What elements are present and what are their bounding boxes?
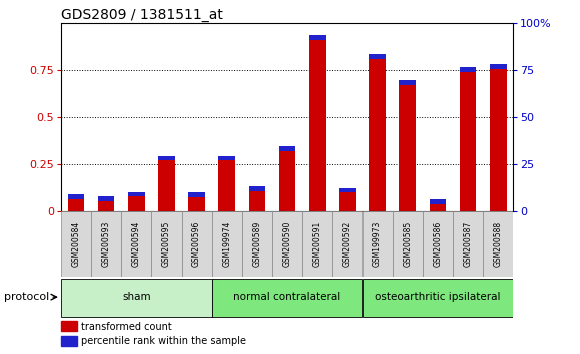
Bar (339, 188, 356, 193)
Text: GSM200585: GSM200585 (403, 221, 412, 267)
Text: GSM200587: GSM200587 (463, 221, 473, 267)
Bar (128, 192, 144, 196)
Text: sham: sham (122, 292, 151, 302)
Bar (369, 59, 386, 211)
Bar (483, 211, 513, 277)
Bar (279, 146, 295, 151)
Bar (339, 193, 356, 211)
Bar (158, 156, 175, 160)
Bar (400, 80, 416, 85)
Bar (453, 211, 483, 277)
Bar (61, 336, 77, 346)
Text: percentile rank within the sample: percentile rank within the sample (81, 336, 246, 346)
Bar (249, 190, 265, 211)
Text: GSM200592: GSM200592 (343, 221, 352, 267)
Bar (272, 211, 302, 277)
Text: GSM199974: GSM199974 (222, 221, 231, 268)
Text: GSM200589: GSM200589 (252, 221, 262, 267)
Bar (188, 197, 205, 211)
Text: normal contralateral: normal contralateral (234, 292, 340, 302)
Bar (249, 186, 265, 190)
Bar (393, 211, 423, 277)
Bar (490, 64, 506, 69)
Bar (332, 211, 362, 277)
Text: GSM200588: GSM200588 (494, 221, 503, 267)
Bar (182, 211, 212, 277)
Bar (460, 72, 476, 211)
Bar (68, 194, 84, 199)
Bar (68, 199, 84, 211)
Bar (242, 211, 272, 277)
Text: GSM200594: GSM200594 (132, 221, 141, 268)
Bar (430, 199, 446, 204)
Bar (362, 279, 513, 316)
Text: osteoarthritic ipsilateral: osteoarthritic ipsilateral (375, 292, 501, 302)
Bar (309, 35, 325, 40)
Bar (369, 54, 386, 59)
Text: GSM200584: GSM200584 (71, 221, 81, 267)
Bar (61, 211, 91, 277)
Bar (219, 156, 235, 160)
Bar (212, 211, 242, 277)
Bar (158, 160, 175, 211)
Text: GSM200591: GSM200591 (313, 221, 322, 267)
Bar (423, 211, 453, 277)
Text: GSM200593: GSM200593 (102, 221, 111, 268)
Text: GSM200590: GSM200590 (282, 221, 292, 268)
Bar (121, 211, 151, 277)
Bar (430, 204, 446, 211)
Bar (400, 85, 416, 211)
Bar (279, 151, 295, 211)
Bar (362, 211, 393, 277)
Bar (302, 211, 332, 277)
Bar (91, 211, 121, 277)
Bar (98, 196, 114, 201)
Text: GSM200595: GSM200595 (162, 221, 171, 268)
Bar (188, 193, 205, 197)
Bar (212, 279, 362, 316)
Bar (98, 201, 114, 211)
Text: GSM200586: GSM200586 (433, 221, 443, 267)
Bar (61, 321, 77, 331)
Bar (128, 196, 144, 211)
Text: transformed count: transformed count (81, 321, 172, 332)
Bar (490, 69, 506, 211)
Bar (151, 211, 182, 277)
Text: GSM199973: GSM199973 (373, 221, 382, 268)
Text: GDS2809 / 1381511_at: GDS2809 / 1381511_at (61, 8, 223, 22)
Bar (460, 67, 476, 72)
Text: GSM200596: GSM200596 (192, 221, 201, 268)
Text: protocol: protocol (3, 292, 49, 302)
Bar (309, 40, 325, 211)
Bar (219, 160, 235, 211)
Bar (61, 279, 212, 316)
